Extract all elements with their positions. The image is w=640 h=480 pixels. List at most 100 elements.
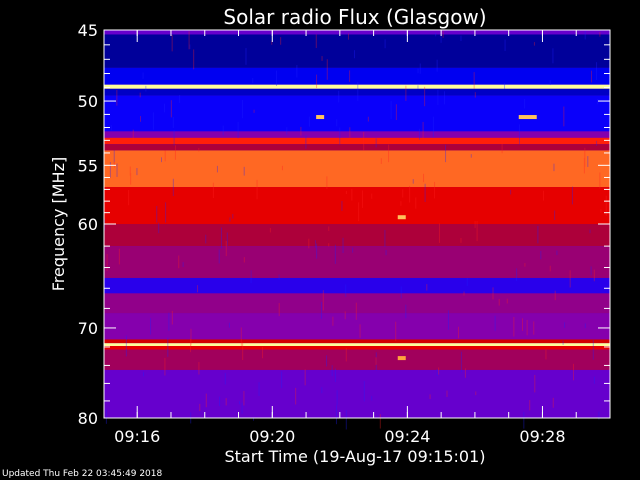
texture-streak (106, 254, 108, 271)
texture-streak (198, 362, 200, 375)
y-tick-label: 55 (78, 156, 98, 175)
texture-streak (281, 165, 283, 171)
texture-streak (170, 100, 172, 118)
texture-streak (470, 154, 472, 158)
texture-streak (571, 186, 573, 205)
texture-streak (205, 393, 207, 408)
texture-streak (199, 403, 201, 412)
texture-streak (197, 285, 199, 293)
texture-streak (252, 417, 254, 421)
x-tick-label: 09:16 (114, 427, 160, 446)
texture-streak (219, 396, 221, 407)
texture-streak (321, 56, 323, 61)
texture-streak (384, 39, 386, 49)
texture-streak (423, 173, 425, 183)
texture-streak (168, 312, 170, 331)
texture-streak (220, 227, 222, 249)
texture-streak (243, 390, 245, 406)
texture-streak (237, 121, 239, 139)
frequency-band-5 (104, 95, 610, 132)
texture-streak (253, 109, 255, 113)
texture-streak (375, 357, 377, 365)
noise-texture (104, 30, 607, 430)
texture-streak (424, 86, 426, 107)
texture-streak (442, 31, 444, 38)
texture-streak (513, 316, 515, 337)
frequency-band-19 (104, 349, 610, 370)
texture-streak (405, 85, 407, 101)
texture-streak (371, 395, 373, 401)
texture-streak (193, 49, 195, 70)
texture-streak (475, 391, 477, 396)
texture-streak (533, 321, 535, 335)
texture-streak (553, 163, 555, 172)
texture-streak (375, 352, 377, 371)
texture-streak (316, 74, 318, 89)
texture-streak (225, 398, 227, 406)
texture-streak (178, 255, 180, 269)
texture-streak (402, 189, 404, 198)
texture-streak (545, 349, 547, 360)
texture-streak (473, 72, 475, 90)
y-axis-label: Frequency [MHz] (49, 157, 68, 291)
texture-streak (460, 351, 462, 373)
texture-streak (584, 30, 586, 40)
texture-streak (161, 157, 163, 163)
texture-streak (384, 230, 386, 247)
texture-streak (438, 367, 440, 375)
texture-streak (342, 237, 344, 253)
texture-streak (572, 363, 574, 381)
texture-streak (457, 326, 459, 339)
texture-streak (526, 319, 528, 336)
texture-streak (332, 316, 334, 326)
texture-streak (326, 355, 328, 367)
frequency-band-3 (104, 84, 610, 89)
texture-streak (444, 91, 446, 105)
texture-streak (345, 409, 347, 430)
texture-streak (432, 116, 434, 138)
texture-streak (375, 138, 377, 148)
texture-streak (344, 311, 346, 320)
texture-streak (130, 173, 132, 185)
texture-streak (589, 229, 591, 234)
texture-streak (300, 126, 302, 136)
texture-streak (419, 63, 421, 74)
texture-streak (552, 48, 554, 64)
frequency-band-6 (104, 131, 610, 138)
frequency-band-7 (104, 137, 610, 145)
texture-streak (164, 150, 166, 162)
texture-streak (241, 99, 243, 119)
texture-streak (156, 205, 158, 223)
texture-streak (537, 225, 539, 244)
texture-streak (152, 112, 154, 130)
y-tick-label: 80 (78, 409, 98, 428)
texture-streak (245, 48, 247, 65)
texture-streak (242, 342, 244, 361)
texture-streak (474, 92, 476, 98)
texture-streak (540, 250, 542, 260)
texture-streak (363, 131, 365, 151)
texture-streak (240, 327, 242, 346)
texture-streak (447, 310, 449, 330)
frequency-band-0 (104, 30, 610, 35)
texture-streak (424, 183, 426, 202)
texture-streak (552, 397, 554, 408)
texture-streak (464, 368, 466, 378)
texture-streak (250, 270, 252, 284)
texture-streak (341, 201, 343, 211)
frequency-band-11 (104, 224, 610, 247)
texture-streak (438, 223, 440, 243)
burst-2 (397, 215, 406, 220)
texture-streak (116, 89, 118, 106)
texture-streak (336, 390, 338, 406)
texture-streak (216, 165, 218, 173)
texture-streak (593, 376, 595, 384)
texture-streak (281, 371, 283, 388)
texture-streak (238, 401, 240, 405)
x-tick-label: 09:24 (384, 427, 430, 446)
texture-streak (361, 190, 363, 208)
texture-streak (353, 50, 355, 59)
texture-streak (460, 238, 462, 243)
frequency-band-10 (104, 187, 610, 224)
texture-streak (523, 411, 525, 429)
